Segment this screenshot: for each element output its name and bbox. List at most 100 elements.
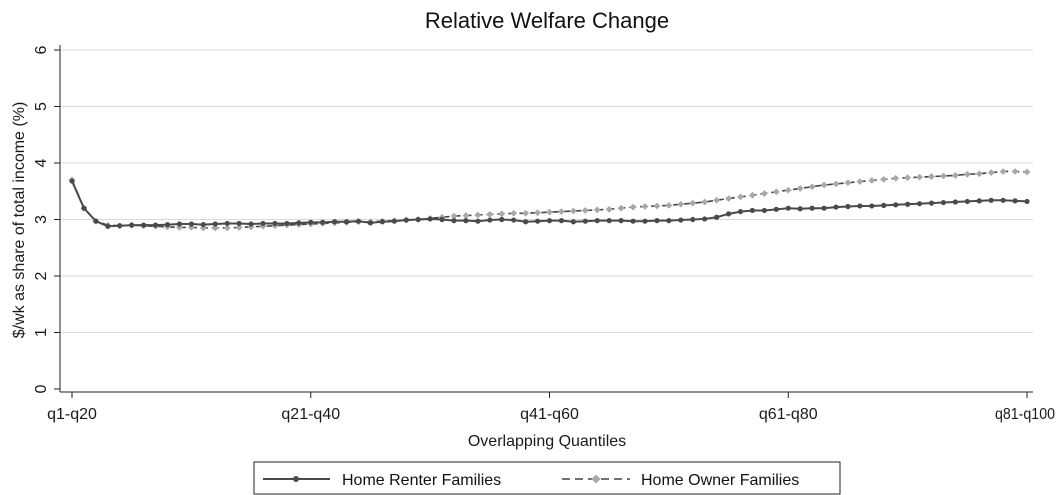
renter-point	[367, 220, 374, 226]
renter-point	[988, 197, 994, 203]
renter-point	[821, 205, 827, 211]
renter-point	[117, 223, 123, 229]
renter-point	[332, 219, 338, 225]
renter-point	[379, 219, 385, 225]
gridlines	[60, 49, 1033, 333]
x-tick-label: q41-q60	[520, 406, 579, 423]
owner-point	[450, 212, 458, 220]
renter-point	[630, 218, 636, 224]
renter-point	[200, 221, 206, 228]
renter-point	[534, 218, 541, 224]
renter-point	[164, 221, 171, 228]
renter-point	[833, 204, 839, 210]
renter-point	[678, 217, 684, 223]
owner-point	[999, 168, 1007, 175]
renter-point	[176, 221, 183, 227]
renter-point	[1000, 197, 1006, 203]
x-tick-label: q81-q100	[995, 406, 1055, 423]
owner-point	[892, 174, 900, 182]
renter-point	[355, 218, 362, 224]
owner-point	[510, 209, 518, 217]
renter-point	[940, 199, 947, 206]
renter-point	[105, 223, 111, 229]
renter-point	[523, 219, 529, 225]
y-tick-label: 4	[33, 158, 50, 167]
owner-point	[987, 169, 995, 177]
owner-point	[259, 222, 267, 230]
owner-point	[784, 186, 792, 194]
renter-point	[618, 218, 624, 224]
owner-point	[223, 224, 231, 232]
x-ticks: q1-q20 q21-q40 q41-q60 q61-q80 q81-q100	[47, 392, 1055, 423]
legend: Home Renter Families Home Owner Families	[253, 461, 841, 495]
renter-point	[212, 221, 218, 227]
owner-point	[1023, 168, 1031, 176]
owner-point	[725, 195, 732, 202]
renter-point	[451, 218, 457, 224]
renter-point	[905, 201, 911, 207]
renter-point	[499, 216, 505, 223]
series-layer	[68, 168, 1031, 232]
owner-point	[868, 177, 876, 184]
x-axis-title: Overlapping Quantiles	[468, 433, 626, 450]
owner-point	[749, 191, 756, 199]
owner-point	[844, 179, 852, 187]
renter-point	[81, 205, 87, 211]
owner-point	[199, 224, 207, 232]
renter-point	[916, 201, 923, 207]
renter-point	[737, 208, 744, 215]
owner-point	[796, 185, 804, 192]
owner-point	[820, 181, 828, 189]
owner-point	[569, 207, 577, 215]
renter-point	[320, 219, 326, 225]
renter-point	[546, 218, 553, 224]
renter-point	[690, 216, 696, 223]
owner-point	[832, 180, 840, 188]
owner-point	[187, 224, 195, 231]
owner-point	[546, 208, 553, 216]
renter-point	[857, 203, 863, 209]
owner-point	[474, 211, 482, 219]
renter-point	[439, 216, 445, 223]
renter-point	[403, 217, 409, 223]
y-tick-label: 1	[33, 328, 50, 337]
renter-point	[69, 178, 75, 184]
renter-point	[93, 218, 99, 224]
owner-point	[689, 199, 697, 207]
y-tick-label: 2	[33, 271, 50, 280]
renter-point	[1024, 198, 1030, 205]
owner-point	[558, 208, 565, 215]
owner-point	[701, 198, 709, 206]
owner-point	[808, 183, 816, 191]
renter-point	[296, 220, 302, 226]
renter-point	[881, 202, 887, 208]
owner-point	[975, 170, 983, 178]
renter-point	[1012, 198, 1018, 204]
renter-point	[869, 203, 875, 209]
renter-point	[964, 198, 970, 205]
renter-point	[666, 218, 672, 224]
renter-point	[654, 218, 660, 224]
renter-point	[415, 216, 421, 223]
renter-point	[343, 219, 350, 225]
owner-point	[772, 188, 780, 196]
legend-label-owner: Home Owner Families	[641, 472, 799, 489]
renter-point	[391, 218, 397, 224]
owner-point	[498, 210, 506, 218]
renter-point	[463, 218, 469, 224]
renter-point	[761, 207, 767, 214]
renter-point	[749, 207, 756, 214]
renter-point	[141, 222, 147, 228]
renter-point	[785, 205, 791, 211]
renter-point	[129, 222, 135, 228]
owner-point	[916, 173, 923, 181]
owner-point	[760, 190, 768, 197]
renter-point	[558, 218, 565, 224]
renter-point	[475, 218, 481, 224]
renter-point	[702, 216, 708, 222]
owner-point	[641, 203, 649, 210]
owner-point	[880, 175, 888, 183]
renter-point	[773, 206, 779, 212]
